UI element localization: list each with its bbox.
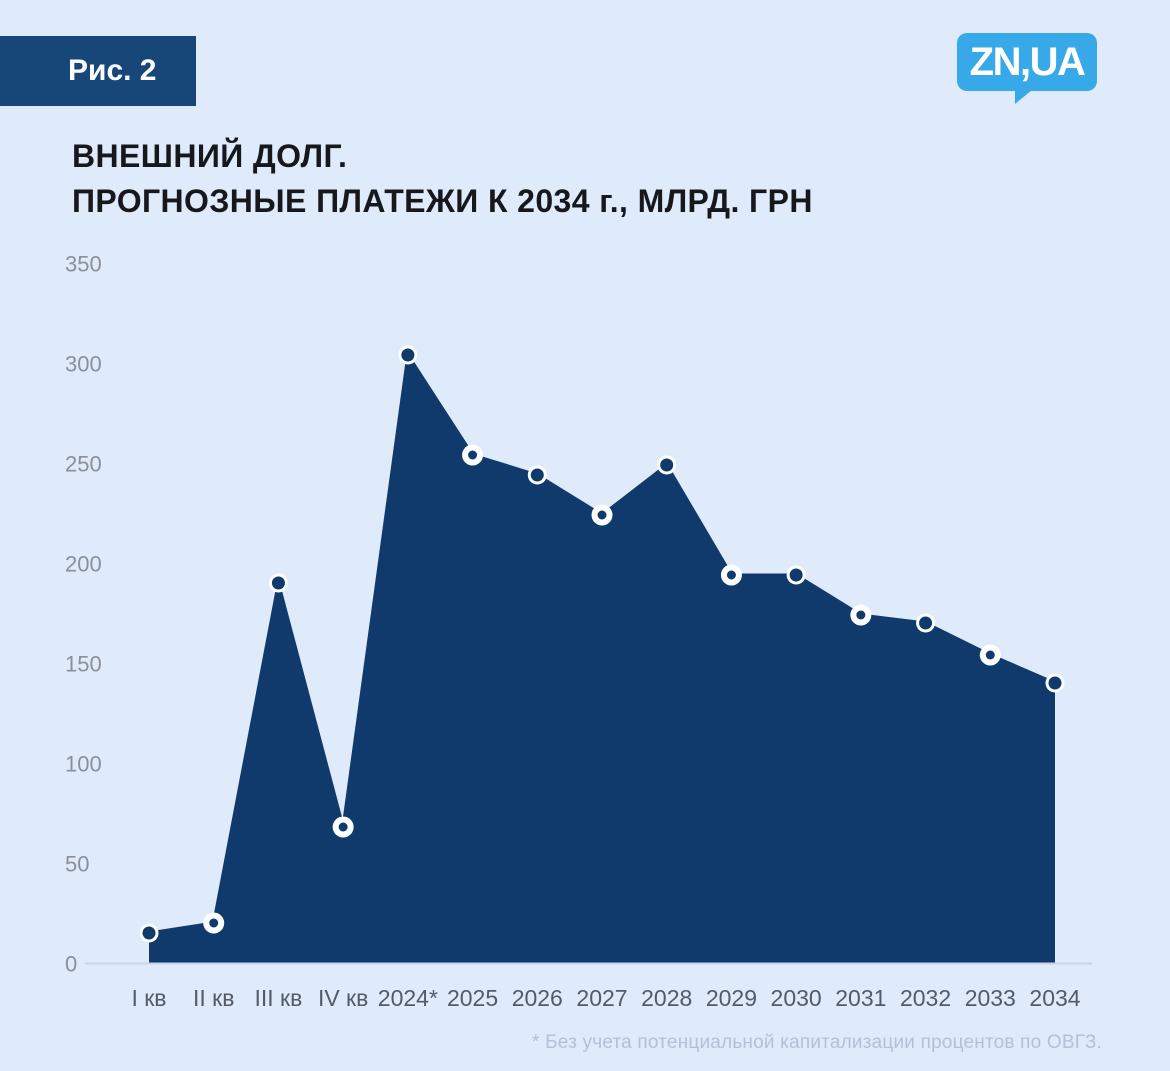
data-point-dot [597,510,607,520]
x-tick-label: 2034 [1029,985,1080,1011]
znua-logo: ZN,UA [957,33,1097,104]
x-tick-label: 2025 [447,985,498,1011]
data-point-dot [468,450,478,460]
y-tick-label: 200 [65,552,102,577]
figure-number-badge: Рис. 2 [0,36,196,106]
x-tick-label: 2033 [965,985,1016,1011]
y-tick-label: 50 [65,852,89,877]
data-point-dot [985,650,995,660]
x-tick-label: 2029 [706,985,757,1011]
x-tick-label: 2031 [835,985,886,1011]
data-point-dot [209,918,219,928]
x-tick-label: 2032 [900,985,951,1011]
y-tick-label: 250 [65,452,102,477]
data-point-dot [401,348,415,362]
x-tick-label: I кв [131,985,166,1011]
x-tick-label: 2028 [641,985,692,1011]
figure-number-label: Рис. 2 [68,54,157,87]
data-point-dot [726,570,736,580]
y-tick-label: 100 [65,752,102,777]
footnote: * Без учета потенциальной капитализации … [532,1032,1102,1053]
y-tick-label: 350 [65,252,102,277]
chart-title-line2: ПРОГНОЗНЫЕ ПЛАТЕЖИ К 2034 г., МЛРД. ГРН [72,183,813,219]
y-tick-label: 300 [65,352,102,377]
x-tick-label: 2027 [576,985,627,1011]
chart-title-line1: ВНЕШНИЙ ДОЛГ. [72,138,348,174]
data-point-dot [530,468,544,482]
data-point-dot [856,610,866,620]
data-point-dot [919,616,933,630]
data-point-dot [142,926,156,940]
data-point-dot [789,568,803,582]
area-fill [149,355,1055,963]
chart-title: ВНЕШНИЙ ДОЛГ. ПРОГНОЗНЫЕ ПЛАТЕЖИ К 2034 … [72,134,813,224]
x-tick-label: II кв [193,985,234,1011]
data-point-dot [660,458,674,472]
x-tick-label: IV кв [318,985,368,1011]
x-tick-label: 2026 [512,985,563,1011]
data-point-dot [338,822,348,832]
data-point-dot [271,576,285,590]
data-point-dot [1048,676,1062,690]
y-tick-label: 150 [65,652,102,677]
y-tick-label: 0 [65,952,77,977]
x-tick-label: 2024* [378,985,438,1011]
znua-logo-text: ZN,UA [969,39,1086,84]
x-tick-label: III кв [255,985,303,1011]
x-tick-label: 2030 [771,985,822,1011]
